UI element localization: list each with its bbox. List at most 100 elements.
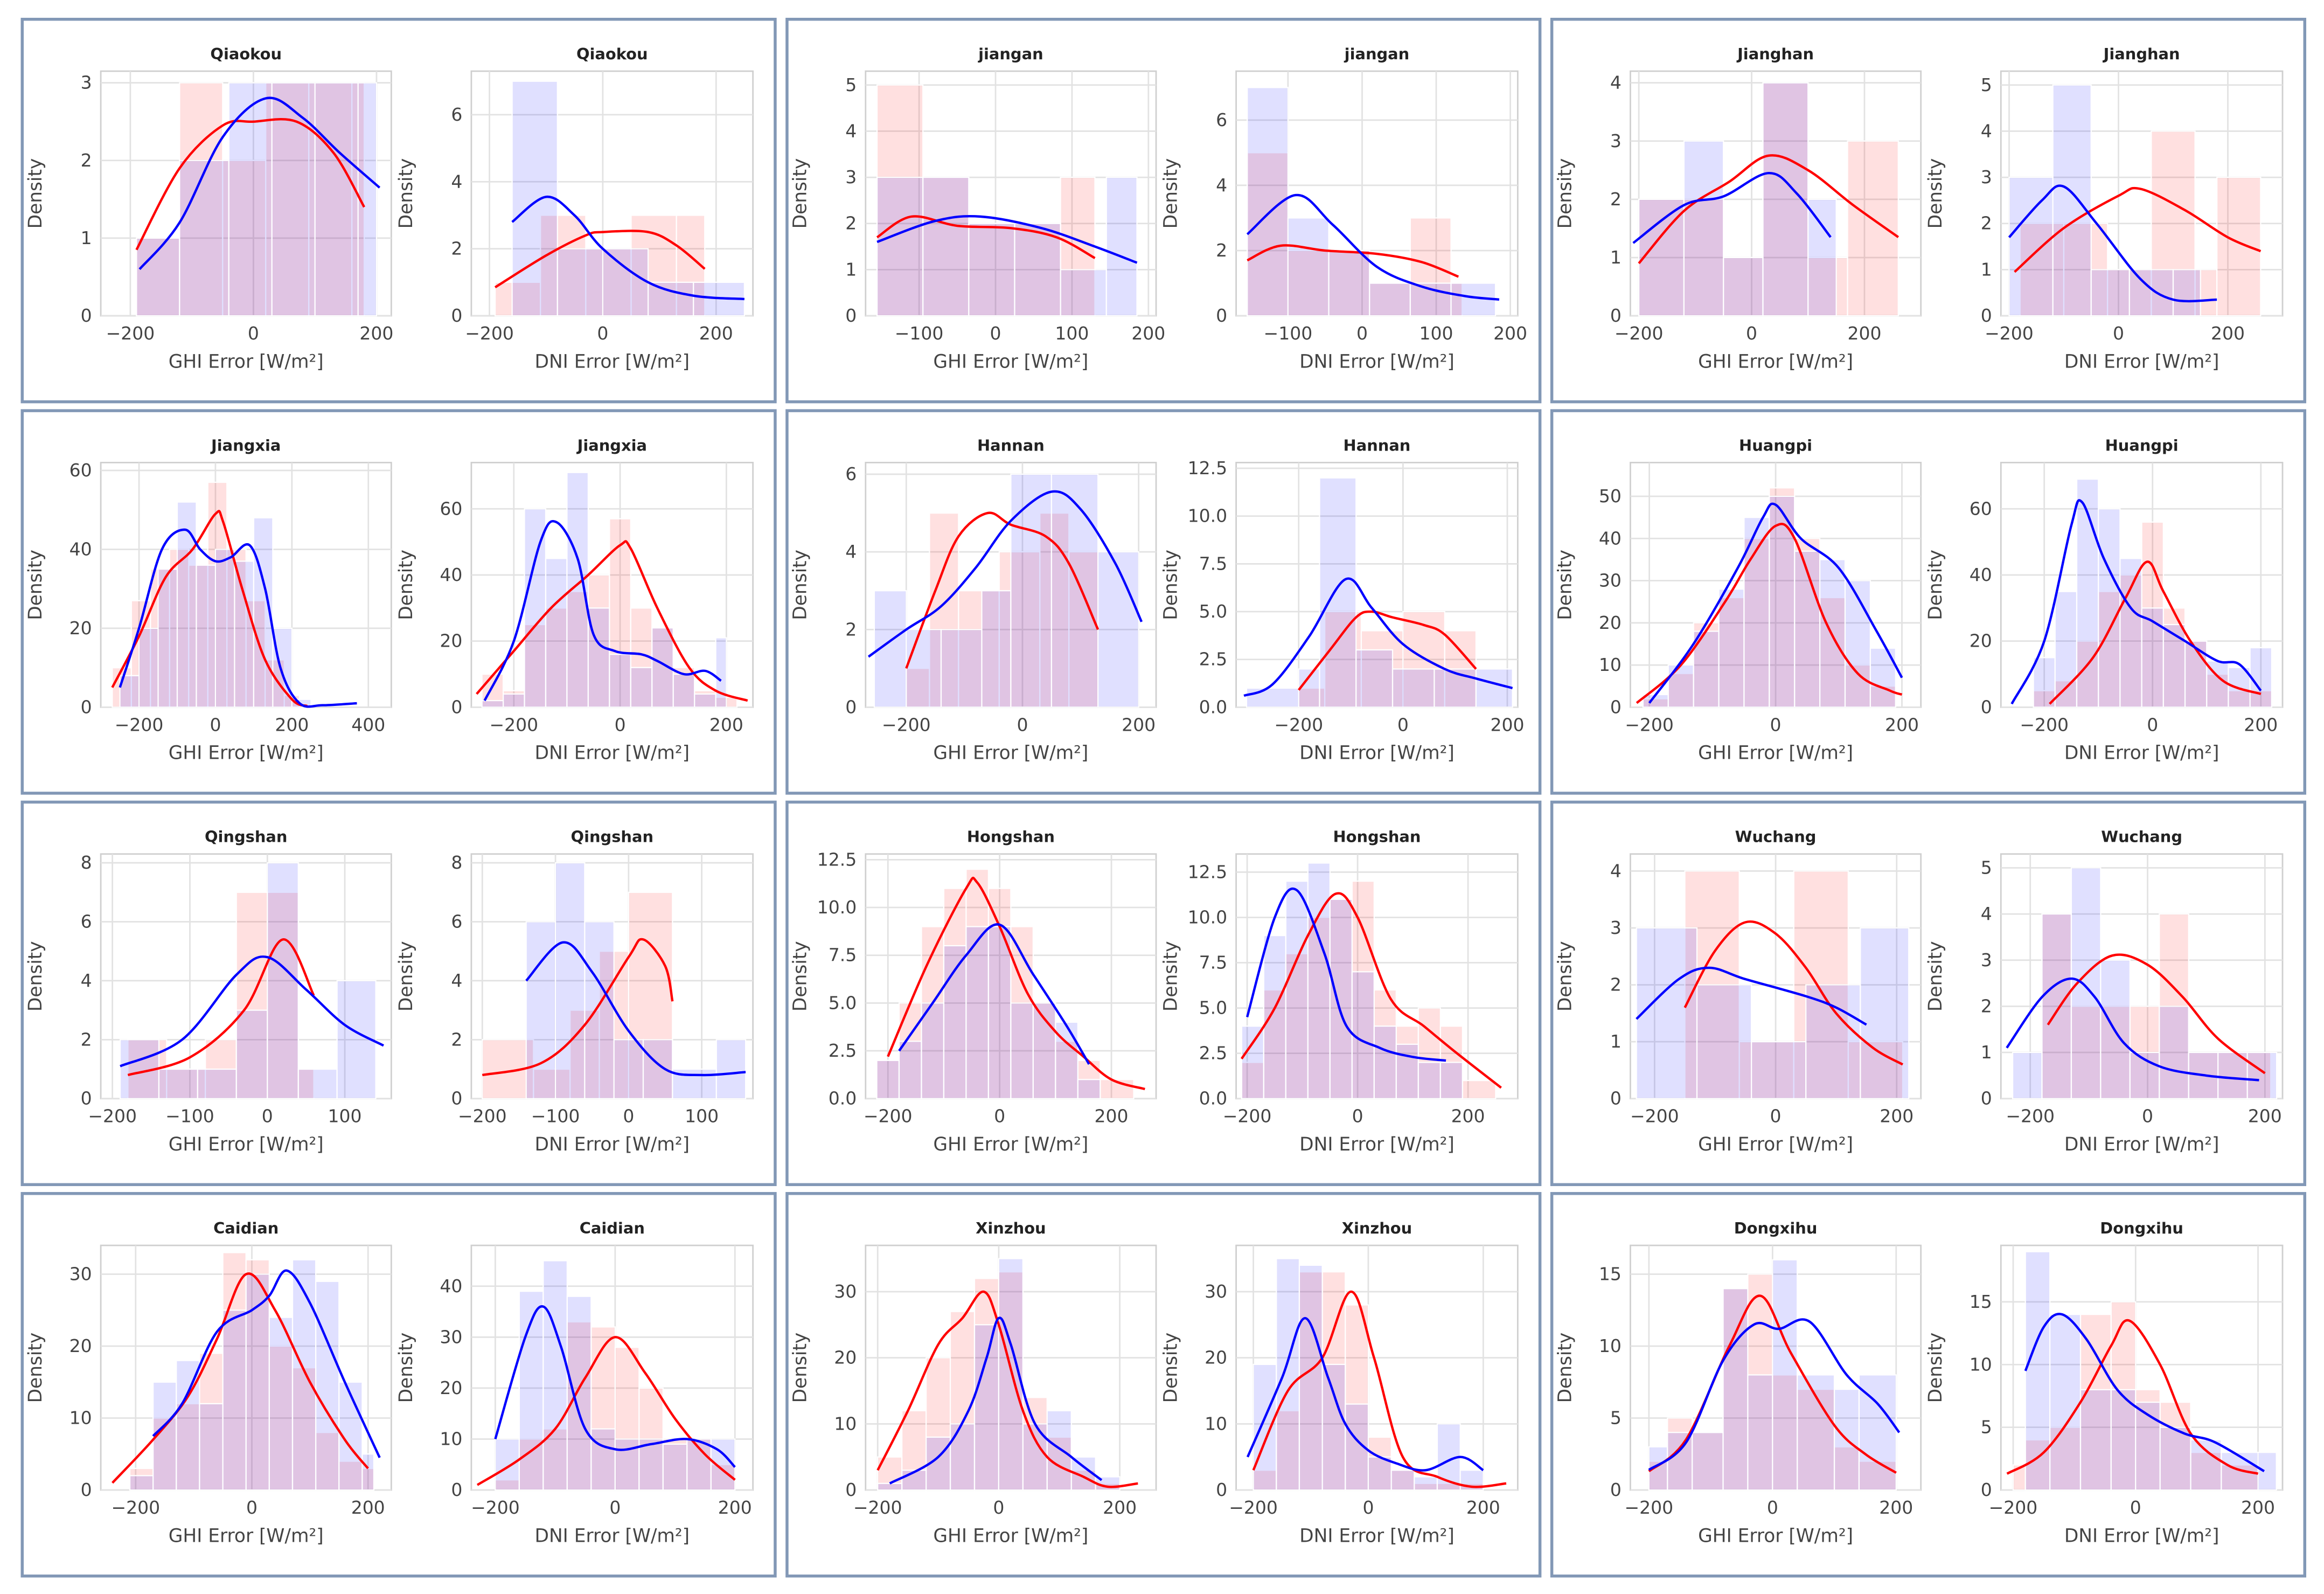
histogram-bar-blue	[129, 1475, 154, 1491]
x-tick-label: 0	[990, 323, 1001, 344]
y-tick-label: 5	[1981, 857, 1992, 878]
subplot-dni: −200 0 200 0.0 2.5 5.0 7.5 10.0 12.5 Hannan DNI Er…	[1160, 436, 1525, 764]
y-tick-label: 2	[1610, 189, 1622, 210]
kde-curve-blue	[494, 1305, 736, 1468]
x-tick-label: 200	[1095, 1106, 1129, 1127]
histogram-bar-blue	[2008, 176, 2054, 317]
kde-curve-blue	[898, 923, 1090, 1065]
y-tick-label: 10.0	[1188, 505, 1227, 526]
y-tick-label: 5.0	[829, 992, 857, 1013]
x-tick-label: −200	[1229, 1497, 1278, 1518]
y-tick-label: 4	[1610, 860, 1622, 881]
x-tick-label: 0	[609, 1497, 621, 1518]
histogram-bar-blue	[1369, 282, 1411, 317]
y-tick-label: 20	[1205, 1347, 1227, 1368]
histogram-bar-blue	[1692, 1432, 1724, 1491]
kde-curve-red	[1638, 154, 1899, 265]
histogram-bar-red	[169, 549, 190, 708]
station-panel: −200 0 200 0.0 2.5 5.0 7.5 10.0 12.5 Hongshan GHI …	[785, 800, 1542, 1187]
y-tick-label: 5	[1610, 1408, 1622, 1429]
y-axis-label: Density	[25, 941, 46, 1011]
histogram-bar-blue	[1434, 668, 1477, 708]
plot-area	[865, 70, 1157, 317]
y-tick-label: 20	[69, 1335, 92, 1356]
y-axis-label: Density	[1554, 158, 1576, 229]
y-tick-label: 1	[81, 227, 92, 248]
y-tick-label: 4	[1610, 72, 1622, 93]
x-tick-label: −200	[1223, 1106, 1272, 1127]
kde-curve-blue	[2008, 184, 2217, 303]
station-panel: −200 0 200 0 5 10 15 Dongxihu GHI Error [W/m²] De…	[1550, 1192, 2307, 1578]
y-tick-label: 1	[1981, 259, 1992, 280]
y-tick-label: 1	[1610, 1031, 1622, 1052]
y-tick-label: 7.5	[1199, 952, 1227, 973]
y-tick-label: 0	[1981, 696, 1992, 717]
x-tick-label: 200	[1885, 714, 1919, 735]
y-tick-label: 10	[69, 1408, 92, 1429]
x-axis-label: DNI Error [W/m²]	[2064, 1134, 2219, 1155]
histogram-bar-blue	[158, 1068, 198, 1099]
y-tick-label: 30	[1205, 1281, 1227, 1302]
y-tick-label: 0	[81, 305, 92, 326]
y-tick-label: 6	[81, 911, 92, 932]
x-tick-label: −100	[531, 1106, 580, 1127]
kde-curve-blue	[1246, 1316, 1484, 1472]
histogram-bar-red	[587, 574, 610, 708]
histogram-bar-blue	[686, 1438, 712, 1491]
subplot-title: Dongxihu	[2100, 1219, 2183, 1237]
histogram-bar-blue	[672, 673, 695, 708]
histogram-bar-blue	[1390, 1470, 1415, 1491]
x-tick-label: 100	[328, 1106, 362, 1127]
y-tick-label: 10	[1970, 1354, 1992, 1375]
y-tick-label: 60	[69, 460, 92, 481]
x-axis-label: GHI Error [W/m²]	[1698, 351, 1853, 372]
kde-curve-blue	[511, 196, 745, 301]
kde-curve-blue	[876, 214, 1138, 264]
x-axis-label: GHI Error [W/m²]	[169, 1525, 324, 1547]
histogram-bar-blue	[1667, 664, 1694, 708]
x-axis-label: GHI Error [W/m²]	[169, 743, 324, 764]
subplot-title: Jianghan	[2103, 45, 2180, 63]
x-tick-label: −200	[88, 1106, 137, 1127]
station-panel: −200 0 200 0 10 20 30 Xinzhou GHI Error [W/m²] De…	[785, 1192, 1542, 1578]
histogram-bar-blue	[602, 248, 649, 317]
y-tick-label: 40	[440, 1276, 462, 1297]
subplot-ghi: −200 0 200 0 1 2 3 4 Wuchang GHI Error [W/m²] Dens…	[1554, 828, 1922, 1155]
x-axis-label: GHI Error [W/m²]	[933, 1134, 1088, 1155]
y-axis-label: Density	[395, 158, 417, 229]
y-tick-label: 0	[845, 305, 857, 326]
histogram-bar-blue	[1772, 1259, 1798, 1491]
subplot-ghi: −200 −100 0 100 0 2 4 6 8 Qingshan GHI Error [W/m²…	[25, 828, 392, 1155]
histogram-bar-blue	[502, 693, 525, 708]
x-tick-label: 200	[2211, 323, 2245, 344]
histogram-bar-red	[2216, 176, 2262, 317]
subplot-title: Huangpi	[1739, 436, 1812, 454]
y-tick-label: 2	[1216, 240, 1227, 261]
x-axis-label: DNI Error [W/m²]	[534, 743, 690, 764]
histogram-bar-blue	[2217, 1051, 2248, 1099]
histogram-bar-blue	[361, 1453, 375, 1491]
y-axis-label: Density	[1925, 550, 1946, 620]
y-tick-label: 60	[1970, 498, 1992, 519]
x-axis-label: DNI Error [W/m²]	[1299, 1134, 1455, 1155]
y-tick-label: 2	[1981, 213, 1992, 234]
x-tick-label: 0	[597, 323, 608, 344]
y-tick-label: 2.5	[829, 1040, 857, 1061]
subplot-title: Dongxihu	[1734, 1219, 1818, 1237]
y-tick-label: 20	[440, 630, 462, 652]
histogram-bar-red	[1683, 198, 1724, 317]
histogram-bar-blue	[511, 80, 558, 317]
station-panel: −100 0 100 200 0 1 2 3 4 5 jiangan GHI Error [W/m²]…	[785, 18, 1542, 404]
y-tick-label: 3	[1610, 130, 1622, 151]
kde-curve-blue	[2024, 1313, 2265, 1473]
histogram-bar-blue	[1417, 1062, 1441, 1099]
y-tick-label: 30	[834, 1281, 857, 1302]
station-panel: −200 0 200 0 1 2 3 4 Jianghan GHI Error [W/m²] Den…	[1550, 18, 2307, 404]
x-tick-label: 200	[1880, 1106, 1914, 1127]
histogram-bar-blue	[642, 1039, 673, 1099]
histogram-bar-blue	[877, 1482, 903, 1491]
